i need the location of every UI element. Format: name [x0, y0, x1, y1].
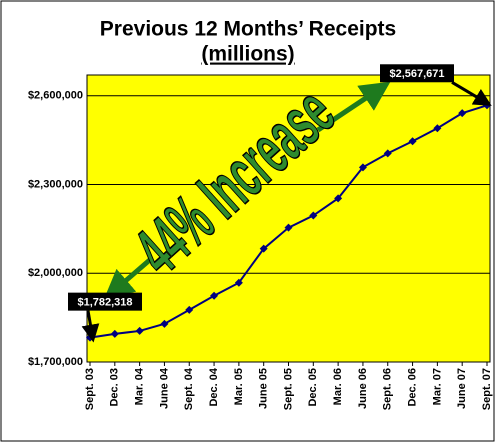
marker: [408, 137, 417, 146]
x-tick-label: Dec. 04: [208, 367, 220, 406]
marker: [458, 109, 467, 118]
x-tick-label: Sept. 04: [183, 367, 195, 410]
marker: [383, 149, 392, 158]
marker: [234, 278, 243, 287]
y-tick-label: $2,300,000: [28, 178, 83, 190]
arrow: [316, 81, 391, 133]
marker: [334, 194, 343, 203]
x-tick-label: Mar. 07: [431, 368, 443, 405]
x-tick-label: June 05: [258, 368, 270, 409]
x-tick-label: June 07: [456, 368, 468, 409]
y-tick-label: $2,600,000: [28, 90, 83, 102]
label-box: [380, 64, 454, 83]
plot-area: [86, 74, 491, 363]
y-tick-label: $1,700,000: [28, 356, 83, 368]
chart-title: Previous 12 Months’ Receipts: [100, 18, 396, 41]
x-tick-label: Sept. 07: [481, 368, 493, 410]
y-tick-label: $2,000,000: [28, 267, 83, 279]
x-tick-label: Sept. 06: [382, 368, 394, 410]
label-arrow: [451, 80, 492, 106]
marker: [259, 244, 268, 253]
marker: [433, 124, 442, 133]
marker: [210, 291, 219, 300]
marker: [284, 223, 293, 232]
x-tick-label: Mar. 04: [134, 367, 146, 405]
value-label: $1,782,318: [77, 297, 132, 309]
x-tick-label: Sept. 05: [282, 368, 294, 410]
value-label: $2,567,671: [389, 68, 444, 80]
x-tick-label: Mar. 05: [233, 368, 245, 405]
chart-subtitle: (millions): [201, 43, 294, 66]
x-tick-label: June 04: [158, 367, 170, 409]
marker: [358, 163, 367, 172]
x-tick-label: Dec. 06: [406, 368, 418, 407]
x-tick-label: Mar. 06: [332, 368, 344, 405]
x-tick-label: Dec. 05: [307, 368, 319, 407]
arrow: [103, 256, 154, 300]
x-tick-label: June 06: [357, 368, 369, 409]
marker: [185, 305, 194, 314]
x-tick-label: Dec. 03: [109, 368, 121, 407]
x-tick-label: Sept. 03: [84, 368, 96, 410]
marker: [309, 211, 318, 220]
marker: [110, 329, 119, 338]
label-arrow: [81, 310, 100, 343]
label-box: [68, 292, 142, 311]
marker: [135, 326, 144, 335]
marker: [160, 319, 169, 328]
